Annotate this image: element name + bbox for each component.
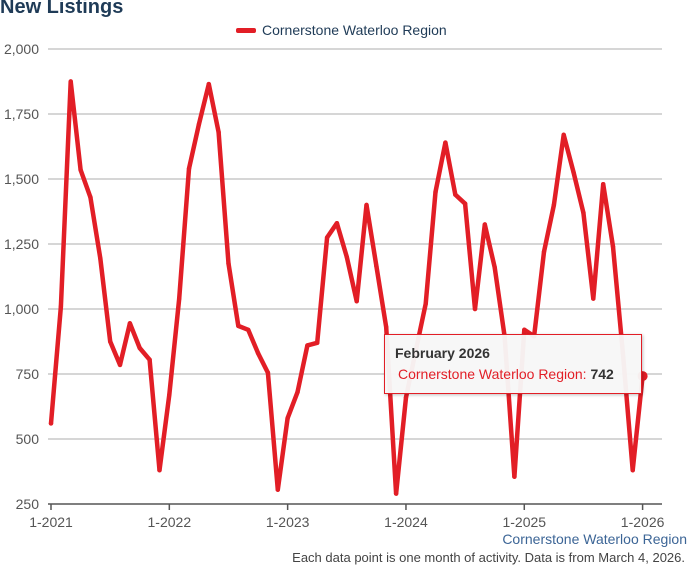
- legend-item[interactable]: Cornerstone Waterloo Region: [236, 22, 447, 38]
- data-point: [305, 343, 310, 348]
- data-point: [482, 222, 488, 227]
- y-tick-label: 750: [16, 366, 40, 382]
- data-point: [117, 362, 123, 368]
- data-point: [246, 327, 251, 332]
- data-point: [591, 296, 596, 301]
- data-point: [522, 327, 527, 332]
- y-tick-label: 500: [16, 431, 40, 447]
- data-point: [255, 351, 261, 356]
- data-point: [492, 265, 497, 270]
- y-tick-label: 1,750: [4, 106, 39, 122]
- x-tick-label: 1-2026: [621, 514, 665, 530]
- y-tick-label: 250: [16, 496, 40, 512]
- data-point: [571, 170, 576, 175]
- data-point: [384, 325, 389, 330]
- data-point: [472, 306, 478, 312]
- x-tick-label: 1-2024: [384, 514, 428, 530]
- x-tick-label: 1-2023: [266, 514, 310, 530]
- tooltip-series-label: Cornerstone Waterloo Region:: [398, 366, 587, 382]
- x-tick-label: 1-2022: [148, 514, 192, 530]
- data-point: [610, 244, 616, 249]
- data-point: [561, 132, 566, 137]
- legend-label: Cornerstone Waterloo Region: [262, 22, 447, 38]
- x-tick-label: 1-2025: [502, 514, 546, 530]
- data-point: [107, 339, 113, 344]
- chart-title: New Listings: [0, 0, 124, 18]
- data-point: [600, 182, 606, 187]
- data-point: [206, 81, 211, 87]
- data-point: [443, 140, 448, 145]
- data-point: [88, 195, 93, 200]
- data-point: [295, 390, 300, 395]
- data-point: [58, 304, 64, 309]
- data-point: [216, 130, 221, 135]
- data-point: [433, 189, 438, 195]
- data-point: [167, 392, 172, 397]
- data-point: [334, 221, 340, 226]
- data-point: [551, 202, 557, 208]
- data-point: [541, 249, 547, 254]
- data-point: [324, 235, 330, 240]
- data-point: [196, 122, 202, 127]
- data-point: [423, 301, 428, 306]
- data-point: [512, 474, 517, 479]
- data-point: [354, 299, 359, 304]
- data-point: [98, 256, 103, 261]
- data-point: [630, 468, 635, 473]
- legend-swatch: [236, 27, 256, 33]
- data-point: [176, 296, 182, 301]
- data-point: [581, 210, 586, 215]
- data-point: [186, 166, 192, 171]
- data-point: [374, 263, 379, 269]
- data-point: [453, 192, 458, 197]
- data-point: [462, 201, 468, 206]
- data-point: [137, 345, 142, 351]
- data-point: [285, 416, 290, 421]
- data-point: [344, 254, 349, 260]
- data-point: [236, 323, 241, 329]
- chart-footnote: Each data point is one month of activity…: [292, 550, 685, 565]
- data-point: [48, 421, 54, 426]
- data-point: [403, 395, 409, 400]
- y-tick-label: 2,000: [4, 41, 39, 57]
- x-tick-label: 1-2021: [29, 514, 73, 530]
- y-tick-label: 1,000: [4, 301, 39, 317]
- data-point: [226, 261, 231, 266]
- data-point: [315, 340, 320, 345]
- tooltip-title: February 2026: [395, 345, 490, 361]
- data-point: [78, 167, 83, 173]
- tooltip: February 2026 Cornerstone Waterloo Regio…: [384, 334, 642, 394]
- tooltip-value: 742: [590, 366, 614, 382]
- data-point: [393, 491, 399, 496]
- data-point: [265, 370, 271, 375]
- y-tick-label: 1,500: [4, 171, 39, 187]
- series-line: [48, 79, 645, 496]
- data-point: [157, 468, 162, 473]
- data-point: [275, 487, 280, 492]
- y-tick-label: 1,250: [4, 236, 39, 252]
- data-point: [127, 321, 133, 326]
- data-point: [147, 357, 152, 362]
- data-point: [364, 202, 369, 208]
- data-point: [68, 79, 73, 84]
- chart-credit[interactable]: Cornerstone Waterloo Region: [502, 531, 687, 547]
